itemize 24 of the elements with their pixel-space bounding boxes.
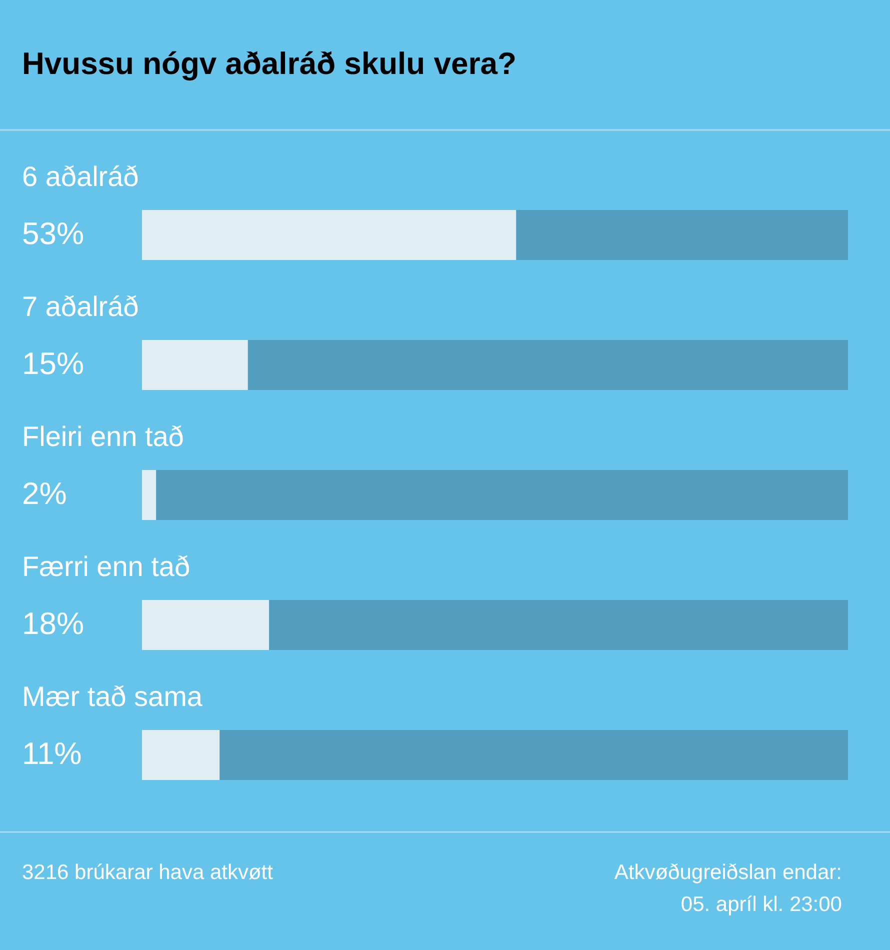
data-label: 2% [22,476,67,511]
bar [516,210,848,260]
y-tick-label: Færri enn tað [22,551,190,582]
y-tick-label: 7 aðalráð [22,291,139,322]
bar [142,340,248,390]
y-tick-label: 6 aðalráð [22,161,139,192]
data-label: 53% [22,216,84,251]
y-tick-label: Fleiri enn tað [22,421,184,452]
y-tick-label: Mær tað sama [22,681,203,712]
bar [142,210,516,260]
bar [248,340,848,390]
data-label: 11% [22,736,82,771]
data-label: 15% [22,346,84,381]
text: 3216 brúkarar hava atkvøtt [22,861,274,884]
bar [269,600,848,650]
bar [142,470,156,520]
bar [142,730,220,780]
chart-title: Hvussu nógv aðalráð skulu vera? [22,46,516,81]
text: 05. apríl kl. 23:00 [680,893,842,916]
data-label: 18% [22,606,84,641]
bar [142,600,270,650]
bar [220,730,848,780]
text: Atkvøðugreiðslan endar: [614,861,842,884]
bar [156,470,848,520]
